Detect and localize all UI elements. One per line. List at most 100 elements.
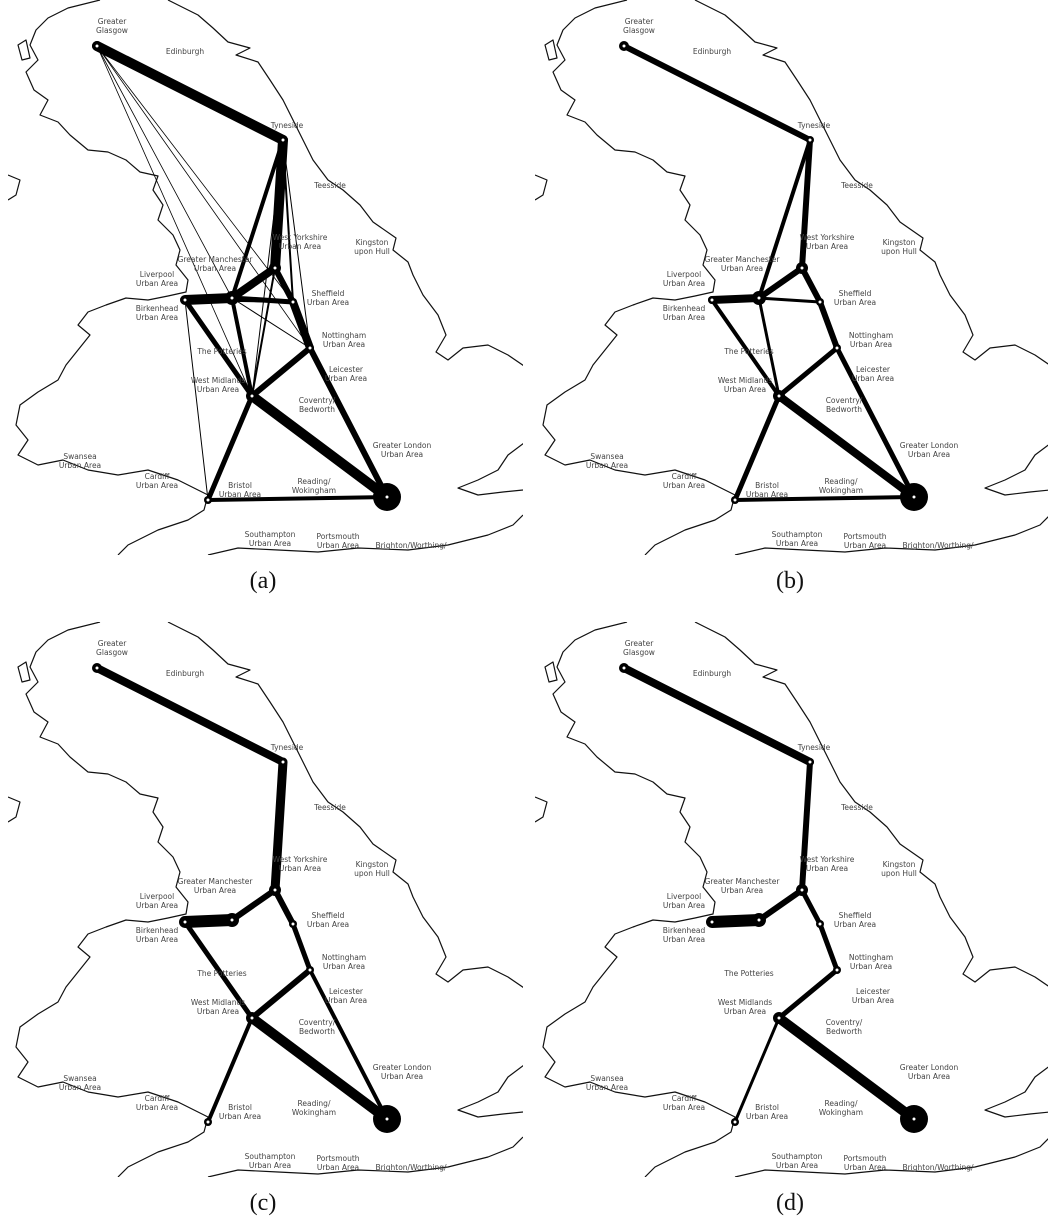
place-label: Urban Area: [852, 374, 894, 383]
place-label: Urban Area: [834, 298, 876, 307]
place-label: Urban Area: [844, 1163, 886, 1172]
flow-edge: [96, 45, 253, 397]
place-label: Urban Area: [194, 264, 236, 273]
place-label: Bedworth: [826, 405, 862, 414]
flow-edge: [290, 921, 313, 973]
place-label: Kingston: [883, 238, 916, 247]
city-center: [273, 266, 277, 270]
city-center: [308, 968, 312, 972]
place-label: Urban Area: [721, 264, 763, 273]
place-label: Urban Area: [197, 385, 239, 394]
place-label: Urban Area: [323, 962, 365, 971]
place-label: Urban Area: [194, 886, 236, 895]
place-label: Greater: [98, 17, 127, 26]
city-center: [912, 495, 916, 499]
flow-edge: [710, 298, 781, 398]
place-label: Glasgow: [96, 26, 128, 35]
place-label: Swansea: [63, 452, 96, 461]
city-center: [206, 1120, 210, 1124]
place-label: Urban Area: [249, 1161, 291, 1170]
place-label: Urban Area: [844, 541, 886, 550]
place-label: Urban Area: [586, 461, 628, 470]
city-center: [808, 760, 812, 764]
place-label: Greater London: [373, 1063, 432, 1072]
flow-edge: [247, 391, 392, 502]
place-label: Birkenhead: [136, 304, 179, 313]
city-center: [385, 1117, 389, 1121]
flow-edge: [270, 135, 288, 273]
city-center: [800, 888, 804, 892]
place-label: Tyneside: [270, 121, 304, 130]
place-label: Greater: [625, 17, 654, 26]
place-label: Reading/: [298, 477, 331, 486]
coastline: [8, 0, 523, 555]
place-label: Leicester: [856, 365, 891, 374]
place-label: Greater: [625, 639, 654, 648]
city-center: [835, 968, 839, 972]
place-label: Urban Area: [136, 481, 178, 490]
place-label: Bristol: [228, 481, 252, 490]
place-label: Coventry/: [826, 396, 863, 405]
city-center: [733, 498, 737, 502]
place-label: Brighton/Worthing/: [902, 1163, 974, 1172]
city-center: [183, 298, 187, 302]
city-center: [622, 44, 626, 48]
flow-edge: [230, 296, 254, 398]
place-label: Glasgow: [96, 648, 128, 657]
city-center: [710, 298, 714, 302]
place-label: Urban Area: [908, 450, 950, 459]
place-label: Southampton: [772, 530, 823, 539]
panel-caption: (c): [250, 1190, 277, 1216]
place-label: Urban Area: [663, 279, 705, 288]
place-label: Bristol: [228, 1103, 252, 1112]
place-label: Urban Area: [59, 1083, 101, 1092]
place-label: Bristol: [755, 1103, 779, 1112]
city-center: [291, 300, 295, 304]
flow-edge: [249, 967, 313, 1021]
panel-caption: (d): [776, 1190, 804, 1216]
flow-edge: [184, 299, 209, 501]
place-label: Urban Area: [279, 242, 321, 251]
city-center: [710, 920, 714, 924]
flow-edge: [205, 393, 255, 503]
place-label: Greater London: [373, 441, 432, 450]
city-center: [206, 498, 210, 502]
place-label: Sheffield: [839, 911, 872, 920]
city-center: [818, 922, 822, 926]
flow-edge: [206, 495, 389, 502]
place-label: Cardiff: [145, 1094, 171, 1103]
place-label: Liverpool: [667, 892, 701, 901]
place-label: Reading/: [825, 477, 858, 486]
flow-edge: [757, 296, 781, 398]
place-label: Swansea: [63, 1074, 96, 1083]
place-label: West Yorkshire: [273, 855, 328, 864]
flow-edge: [96, 45, 233, 299]
place-label: Urban Area: [663, 481, 705, 490]
flow-edge: [96, 45, 311, 349]
place-label: Edinburgh: [693, 47, 732, 56]
place-label: Portsmouth: [843, 1154, 886, 1163]
place-label: Urban Area: [850, 340, 892, 349]
place-label: Urban Area: [663, 901, 705, 910]
place-label: Wokingham: [819, 486, 863, 495]
place-label: Nottingham: [849, 331, 893, 340]
place-label: Urban Area: [663, 1103, 705, 1112]
flow-edge: [272, 265, 296, 305]
place-label: Coventry/: [826, 1018, 863, 1027]
place-label: Urban Area: [776, 1161, 818, 1170]
place-label: The Potteries: [196, 969, 246, 978]
place-label: Kingston: [356, 860, 389, 869]
place-label: Urban Area: [219, 490, 261, 499]
flow-edge: [251, 267, 276, 397]
place-label: Edinburgh: [166, 47, 205, 56]
place-label: upon Hull: [354, 869, 390, 878]
place-label: Urban Area: [323, 340, 365, 349]
place-label: West Midlands: [191, 376, 245, 385]
place-label: Bedworth: [299, 405, 335, 414]
place-label: Liverpool: [140, 892, 174, 901]
place-label: Southampton: [245, 1152, 296, 1161]
place-label: Sheffield: [312, 289, 345, 298]
place-label: The Potteries: [723, 347, 773, 356]
